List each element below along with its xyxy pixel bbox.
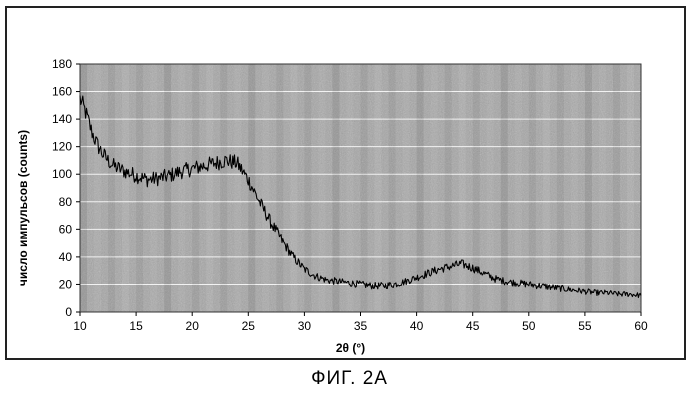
background-band xyxy=(487,64,494,312)
y-tick-label: 80 xyxy=(59,195,73,209)
y-tick-label: 160 xyxy=(52,85,72,99)
y-tick-label: 60 xyxy=(59,222,73,236)
background-band xyxy=(473,64,480,312)
background-band xyxy=(122,64,129,312)
x-tick-label: 35 xyxy=(354,319,368,333)
x-tick-label: 20 xyxy=(186,319,200,333)
x-tick-label: 45 xyxy=(466,319,480,333)
background-band xyxy=(164,64,171,312)
y-tick-label: 0 xyxy=(65,305,72,319)
background-band xyxy=(290,64,297,312)
x-tick-label: 15 xyxy=(129,319,143,333)
background-band xyxy=(445,64,452,312)
y-tick-label: 20 xyxy=(59,277,73,291)
background-band xyxy=(150,64,157,312)
x-tick-label: 25 xyxy=(242,319,256,333)
y-axis-title: число импульсов (counts) xyxy=(16,130,30,286)
x-tick-label: 40 xyxy=(410,319,424,333)
background-band xyxy=(361,64,368,312)
y-tick-label: 40 xyxy=(59,250,73,264)
x-tick-label: 55 xyxy=(578,319,592,333)
background-band xyxy=(375,64,382,312)
background-band xyxy=(459,64,466,312)
background-band xyxy=(108,64,115,312)
background-band xyxy=(557,64,564,312)
figure-frame: 10 15 20 25 30 35 40 45 50 55 60 0 20 40 60 80 100 120 14… xyxy=(5,6,686,360)
background-band xyxy=(234,64,241,312)
x-tick-label: 60 xyxy=(634,319,648,333)
background-band xyxy=(318,64,325,312)
background-band xyxy=(389,64,396,312)
y-tick-label: 140 xyxy=(52,112,72,126)
background-band xyxy=(276,64,283,312)
x-axis-title: 2θ (°) xyxy=(336,341,365,355)
background-band xyxy=(571,64,578,312)
x-tick-label: 10 xyxy=(73,319,87,333)
figure-caption: ФИГ. 2А xyxy=(0,368,699,390)
background-band xyxy=(627,64,634,312)
background-band xyxy=(178,64,185,312)
xrd-pattern-chart: 10 15 20 25 30 35 40 45 50 55 60 0 20 40 60 80 100 120 14… xyxy=(7,8,688,362)
background-band xyxy=(332,64,339,312)
background-band xyxy=(543,64,550,312)
background-band xyxy=(613,64,620,312)
background-band xyxy=(346,64,353,312)
background-band xyxy=(599,64,606,312)
background-band xyxy=(94,64,101,312)
background-band xyxy=(304,64,311,312)
y-tick-label: 180 xyxy=(52,57,72,71)
x-axis-ticks: 10 15 20 25 30 35 40 45 50 55 60 xyxy=(73,312,648,333)
background-band xyxy=(501,64,508,312)
background-band xyxy=(220,64,227,312)
background-band xyxy=(403,64,410,312)
y-tick-label: 100 xyxy=(52,167,72,181)
background-band xyxy=(206,64,213,312)
background-band xyxy=(262,64,269,312)
y-axis-ticks: 0 20 40 60 80 100 120 140 160 180 xyxy=(52,57,80,319)
background-band xyxy=(515,64,522,312)
background-band xyxy=(585,64,592,312)
background-band xyxy=(529,64,536,312)
background-band xyxy=(192,64,199,312)
y-tick-label: 120 xyxy=(52,140,72,154)
background-band xyxy=(136,64,143,312)
x-tick-label: 50 xyxy=(522,319,536,333)
x-tick-label: 30 xyxy=(298,319,312,333)
